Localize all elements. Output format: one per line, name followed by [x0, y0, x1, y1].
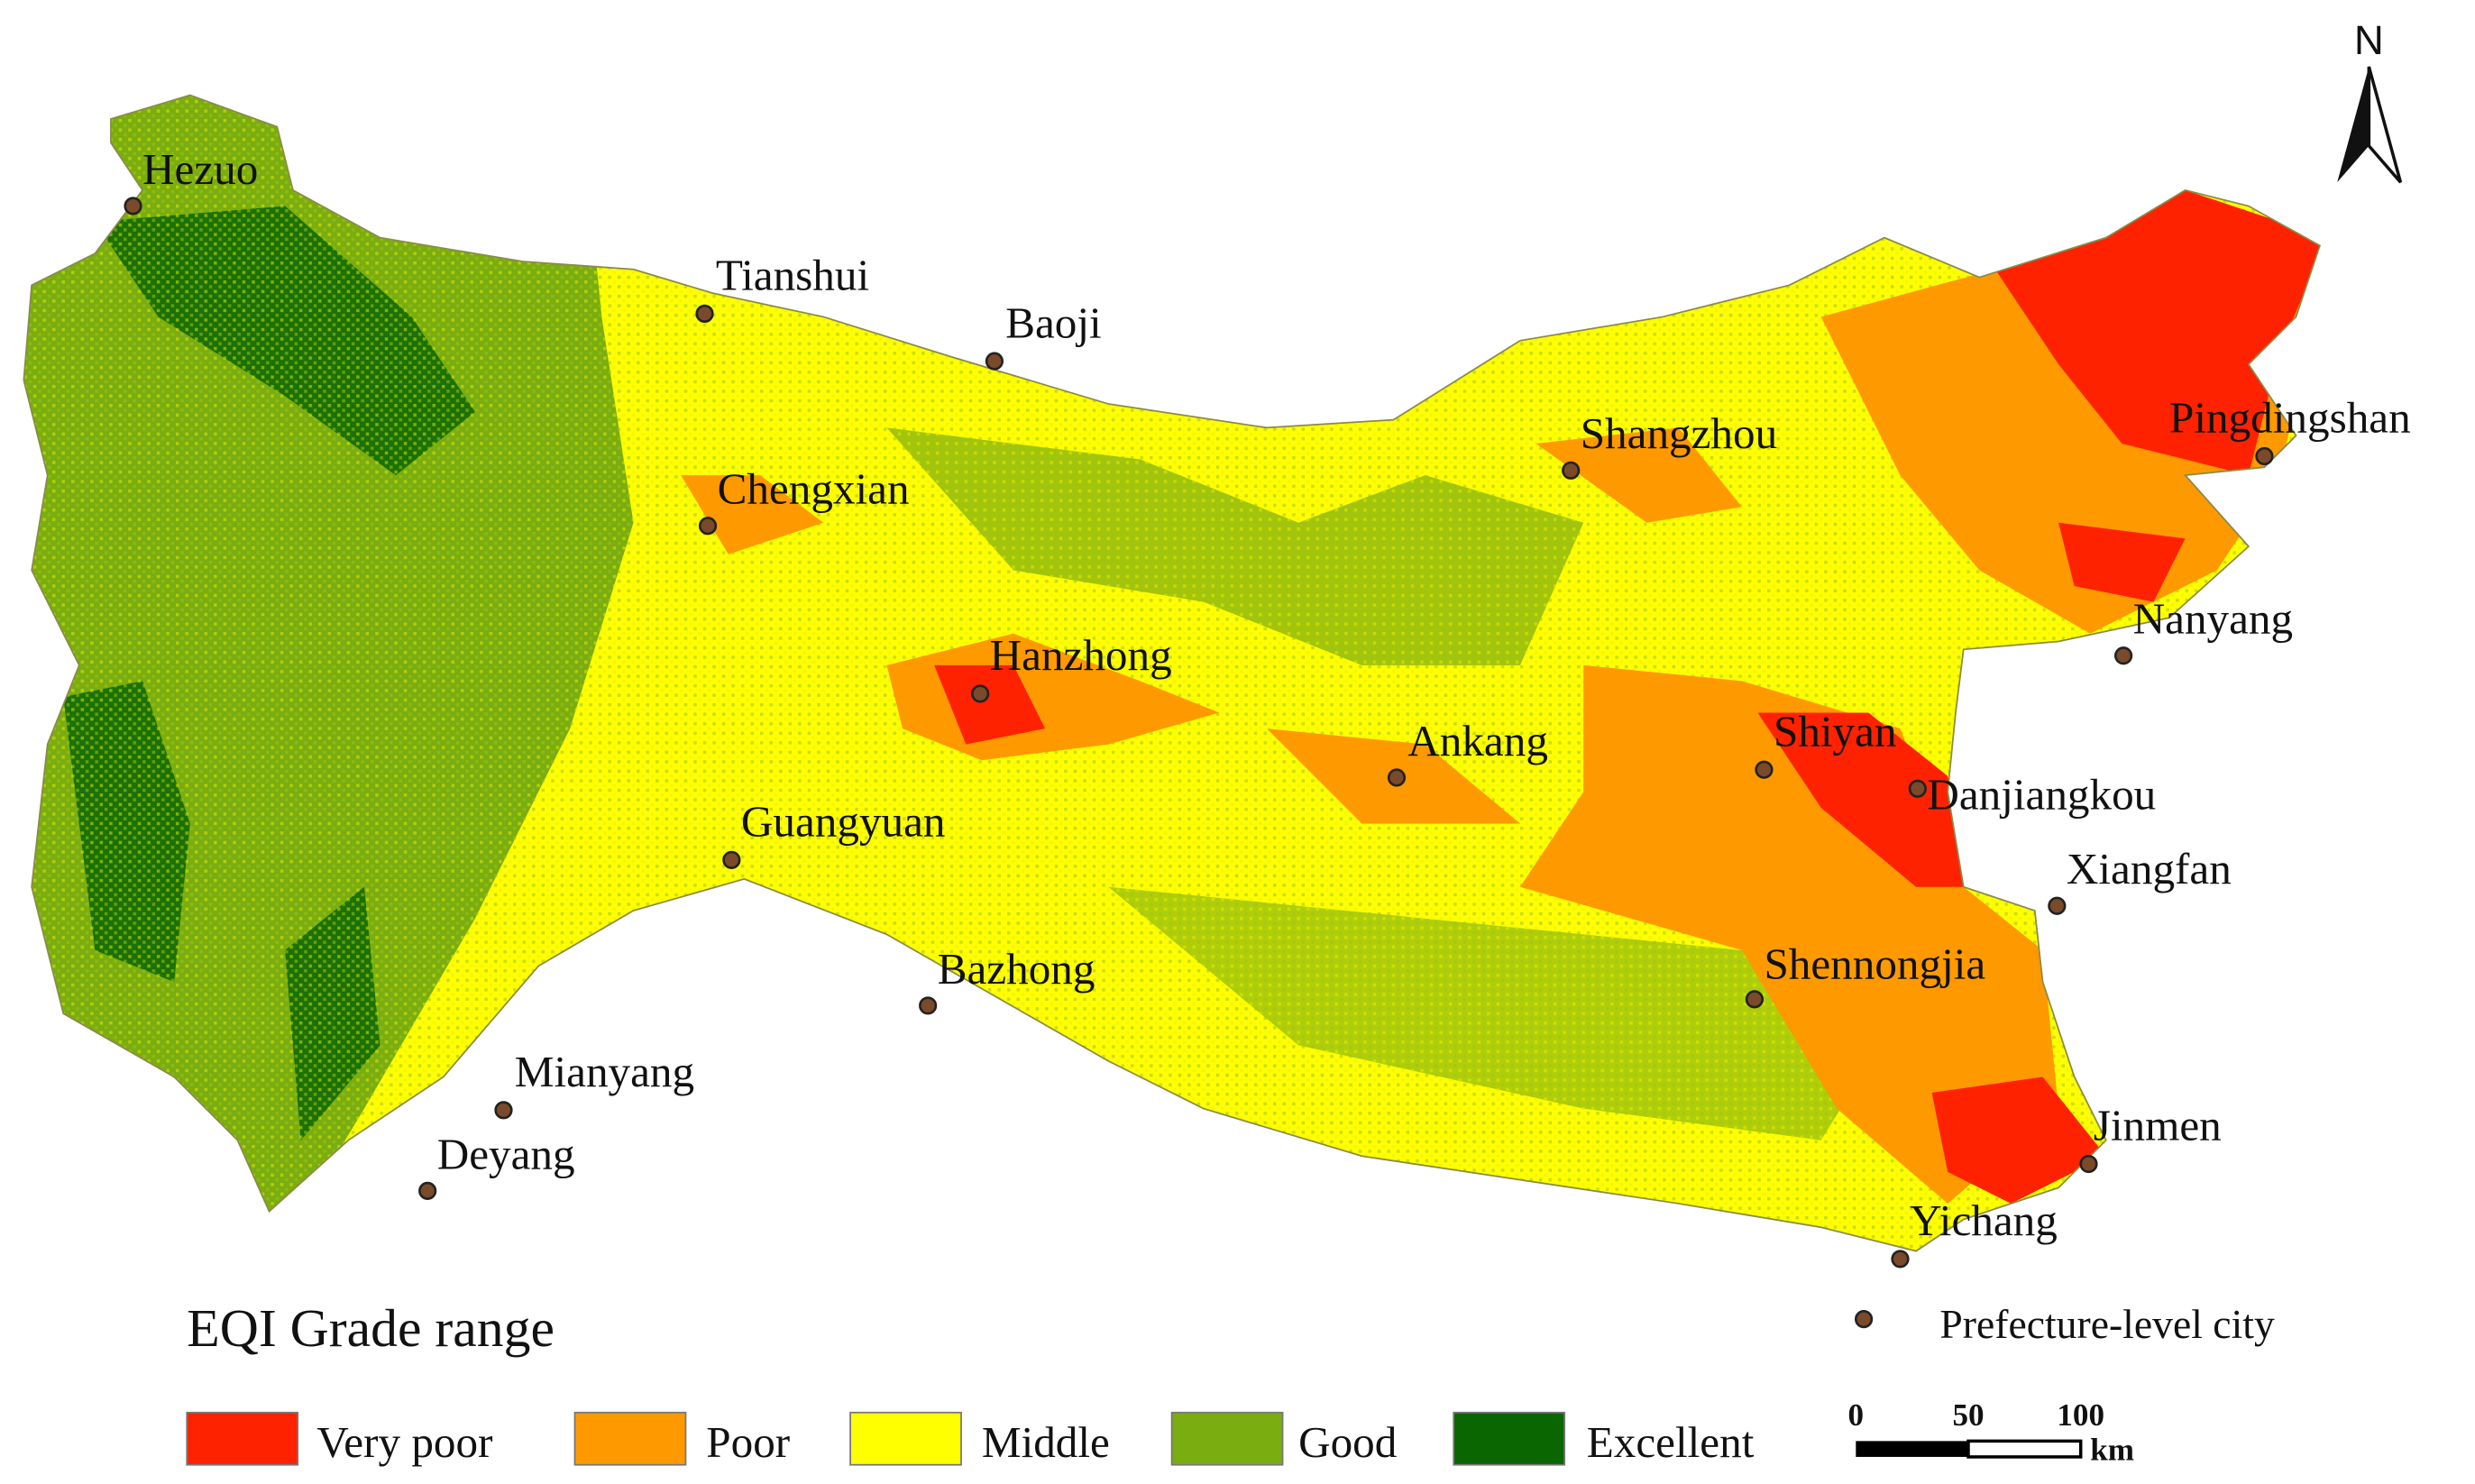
city-dot	[1755, 760, 1774, 779]
scale-tick-label: 50	[1952, 1397, 1984, 1433]
city-dot	[1908, 779, 1927, 798]
city-label: Danjiangkou	[1927, 770, 2156, 820]
legend-swatch	[1453, 1411, 1566, 1466]
scale-unit: km	[2090, 1432, 2134, 1467]
cities: Hezuo Tianshui Baoji Chengxian Shangzhou…	[124, 144, 2411, 1269]
city-label: Jinmen	[2094, 1101, 2222, 1150]
city-dot	[1562, 461, 1581, 480]
legend-swatch	[186, 1411, 299, 1466]
city-label: Shennongjia	[1764, 939, 1985, 989]
city-label: Xiangfan	[2067, 844, 2232, 893]
zone-very-poor	[1757, 712, 1972, 887]
city-label: Yichang	[1910, 1195, 2058, 1245]
city-label: Baoji	[1005, 298, 1102, 347]
legend-title: EQI Grade range	[187, 1298, 555, 1358]
city-dot	[2079, 1154, 2098, 1174]
city-label: Guangyuan	[741, 796, 946, 846]
scale-tick-label: 0	[1848, 1397, 1865, 1433]
city-dot	[124, 197, 142, 215]
legend-swatch	[849, 1411, 962, 1466]
arrow-half	[2337, 66, 2370, 183]
zone-poor	[1535, 427, 1742, 523]
scale-segment	[1856, 1441, 1969, 1457]
city-dot	[971, 684, 990, 703]
scale-tick-label: 100	[2057, 1397, 2104, 1433]
city-label: Bazhong	[938, 944, 1095, 994]
legend-label: Poor	[706, 1417, 790, 1467]
city-dot	[698, 517, 718, 536]
city-dot	[722, 850, 741, 869]
city-label: Deyang	[437, 1129, 575, 1178]
legend-swatch	[1170, 1411, 1284, 1466]
city-dot	[2048, 896, 2067, 915]
zone-very-poor	[2058, 522, 2186, 602]
legend-label: Prefecture-level city	[1939, 1301, 2275, 1347]
legend-label: Excellent	[1587, 1417, 1755, 1467]
city-label: Hanzhong	[990, 630, 1172, 680]
zone-very-poor	[1931, 1076, 2106, 1204]
city-label: Chengxian	[718, 464, 910, 514]
north-label: N	[2354, 17, 2384, 63]
zone-very-poor	[1994, 189, 2320, 476]
city-dot	[1745, 990, 1765, 1009]
city-dot	[1387, 768, 1407, 787]
city-label: Nanyang	[2133, 594, 2293, 644]
city-dot	[985, 352, 1004, 371]
city-dot	[2255, 446, 2274, 466]
city-label: Pingdingshan	[2169, 393, 2411, 443]
legend-label: Good	[1298, 1417, 1397, 1467]
legend-city-dot	[1854, 1310, 1874, 1329]
city-dot	[919, 996, 938, 1015]
city-label: Hezuo	[142, 144, 258, 194]
city-dot	[418, 1181, 437, 1200]
city-dot	[1891, 1250, 1910, 1269]
city-dot	[2114, 646, 2133, 665]
zone-very-poor	[934, 664, 1046, 745]
city-label: Shangzhou	[1581, 408, 1777, 458]
legend-label: Very poor	[316, 1417, 492, 1467]
city-label: Ankang	[1407, 716, 1548, 765]
north-arrow: N	[2337, 17, 2403, 184]
scale-segment	[1966, 1439, 2083, 1459]
city-label: Mianyang	[515, 1047, 694, 1096]
city-label: Tianshui	[716, 251, 869, 300]
city-dot	[494, 1101, 513, 1120]
legend-swatch	[573, 1411, 687, 1466]
legend: EQI Grade range Very poor Poor Middle Go…	[186, 1298, 2275, 1467]
city-dot	[695, 304, 714, 324]
arrow-half	[2367, 66, 2403, 184]
legend-label: Middle	[982, 1417, 1110, 1467]
scale-bar: 0 50 100 km	[1848, 1397, 2134, 1468]
city-label: Shiyan	[1774, 706, 1897, 756]
